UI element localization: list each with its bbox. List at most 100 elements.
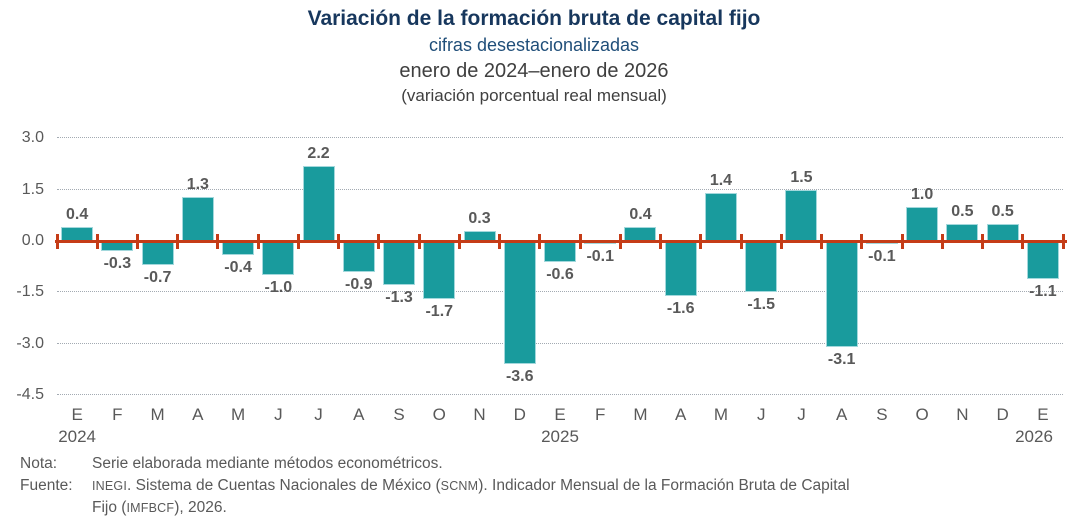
x-axis-month-label: E <box>554 405 566 424</box>
bar <box>745 241 778 293</box>
x-axis-month-label: S <box>393 405 405 424</box>
bar <box>302 165 335 241</box>
y-axis-tick-label: -1.5 <box>16 283 44 301</box>
zero-axis-tick <box>1061 233 1065 249</box>
zero-axis-tick <box>659 233 663 249</box>
bar <box>664 241 697 296</box>
bar-value-label: -0.1 <box>868 248 896 266</box>
bar <box>383 241 416 286</box>
y-axis-tick-label: 3.0 <box>21 129 44 147</box>
x-axis-month-label: E <box>1037 405 1049 424</box>
zero-axis-tick <box>618 233 622 249</box>
bar-value-label: -1.1 <box>1029 282 1057 300</box>
zero-axis-tick <box>820 233 824 249</box>
bar <box>825 241 858 348</box>
x-axis-month-label: J <box>274 405 283 424</box>
bar-value-label: 2.2 <box>307 144 330 162</box>
x-axis-year-label: 2024 <box>58 427 97 446</box>
bar <box>503 241 536 365</box>
fuente-row: Fuente: INEGI. Sistema de Cuentas Nacion… <box>20 475 1060 519</box>
bar-value-label: 0.5 <box>991 202 1014 220</box>
zero-axis-tick <box>417 233 421 249</box>
bar-value-label: -3.6 <box>505 368 534 386</box>
zero-axis-tick <box>256 233 260 249</box>
zero-axis-tick <box>779 233 783 249</box>
nota-label: Nota: <box>20 455 58 472</box>
bar-value-label: 1.4 <box>709 172 733 190</box>
zero-axis-line <box>55 239 1067 243</box>
x-axis-month-label: F <box>112 405 123 424</box>
bar <box>181 196 214 241</box>
zero-axis-tick <box>337 233 341 249</box>
zero-axis-tick <box>860 233 864 249</box>
chart-subtitle: cifras desestacionalizadas <box>428 35 640 55</box>
x-axis-month-label: A <box>836 405 848 424</box>
zero-axis-tick <box>135 233 139 249</box>
zero-axis-tick <box>457 233 461 249</box>
zero-axis-tick <box>95 233 99 249</box>
fuente-text: INEGI. Sistema de Cuentas Nacionales de … <box>92 475 1060 519</box>
bar-value-label: -0.6 <box>546 265 574 283</box>
nota-row: Nota: Serie elaborada mediante métodos e… <box>20 453 1060 475</box>
zero-axis-tick <box>699 233 703 249</box>
x-axis-month-label: E <box>71 405 83 424</box>
gridline <box>57 393 1063 395</box>
x-axis-year-label: 2025 <box>541 427 579 446</box>
bar-value-label: 1.3 <box>186 175 209 193</box>
chart-unit-note: (variación porcentual real mensual) <box>401 86 667 105</box>
zero-axis-tick <box>377 233 381 249</box>
bar <box>101 241 134 252</box>
x-axis-year-label: 2026 <box>1015 427 1053 446</box>
x-axis-month-label: M <box>713 405 729 424</box>
x-axis-month-label: N <box>956 405 969 424</box>
bar <box>423 241 456 300</box>
bar <box>704 193 737 241</box>
zero-axis-tick <box>900 233 904 249</box>
bar-value-label: -0.4 <box>224 258 252 276</box>
bar-value-label: 0.4 <box>629 206 652 224</box>
bar-value-label: -1.3 <box>385 289 413 307</box>
x-axis-month-label: A <box>192 405 204 424</box>
chart-period: enero de 2024–enero de 2026 <box>399 60 669 82</box>
acronym: IMFBCF <box>126 501 175 515</box>
fuente-text-segment: Fijo ( <box>92 499 127 516</box>
zero-axis-tick <box>176 233 180 249</box>
bar-value-label: 1.5 <box>790 168 813 186</box>
bar <box>141 241 174 265</box>
x-axis-month-label: F <box>595 405 606 424</box>
gridline <box>57 137 1063 139</box>
zero-axis-tick <box>538 233 542 249</box>
x-axis-month-label: J <box>756 405 766 424</box>
chart-footnotes: Nota: Serie elaborada mediante métodos e… <box>20 453 1060 519</box>
gridline <box>57 188 1063 190</box>
bar-value-label: -1.6 <box>666 299 695 317</box>
nota-text: Serie elaborada mediante métodos economé… <box>92 455 443 472</box>
y-axis-tick-label: -4.5 <box>16 385 44 403</box>
zero-axis-tick <box>55 233 59 249</box>
bar <box>906 206 939 241</box>
fuente-text-segment: . Sistema de Cuentas Nacionales de Méxic… <box>127 477 441 494</box>
bar-value-label: -0.7 <box>143 268 172 286</box>
x-axis-month-label: D <box>513 405 526 424</box>
y-axis-tick-label: -3.0 <box>16 334 44 352</box>
acronym: SCNM <box>440 479 479 493</box>
bar-value-label: -1.0 <box>264 279 293 297</box>
chart-title: Variación de la formación bruta de capit… <box>307 7 761 30</box>
x-axis-month-label: M <box>633 405 648 424</box>
x-axis-month-label: M <box>230 405 246 424</box>
bar-value-label: -3.1 <box>827 351 856 369</box>
bar <box>342 241 375 272</box>
x-axis-month-label: A <box>675 405 687 424</box>
fuente-text-segment: ), 2026. <box>174 499 227 516</box>
y-axis-tick-label: 0.0 <box>21 232 44 249</box>
x-axis-month-label: N <box>473 405 486 424</box>
zero-axis-tick <box>1021 233 1025 249</box>
gridline <box>57 291 1063 293</box>
acronym: INEGI <box>92 479 128 493</box>
x-axis-month-label: D <box>996 405 1009 424</box>
bar <box>785 189 818 241</box>
zero-axis-tick <box>739 233 743 249</box>
fuente-text-segment: ). Indicador Mensual de la Formación Bru… <box>478 477 850 494</box>
bar-value-label: 1.0 <box>911 185 934 203</box>
